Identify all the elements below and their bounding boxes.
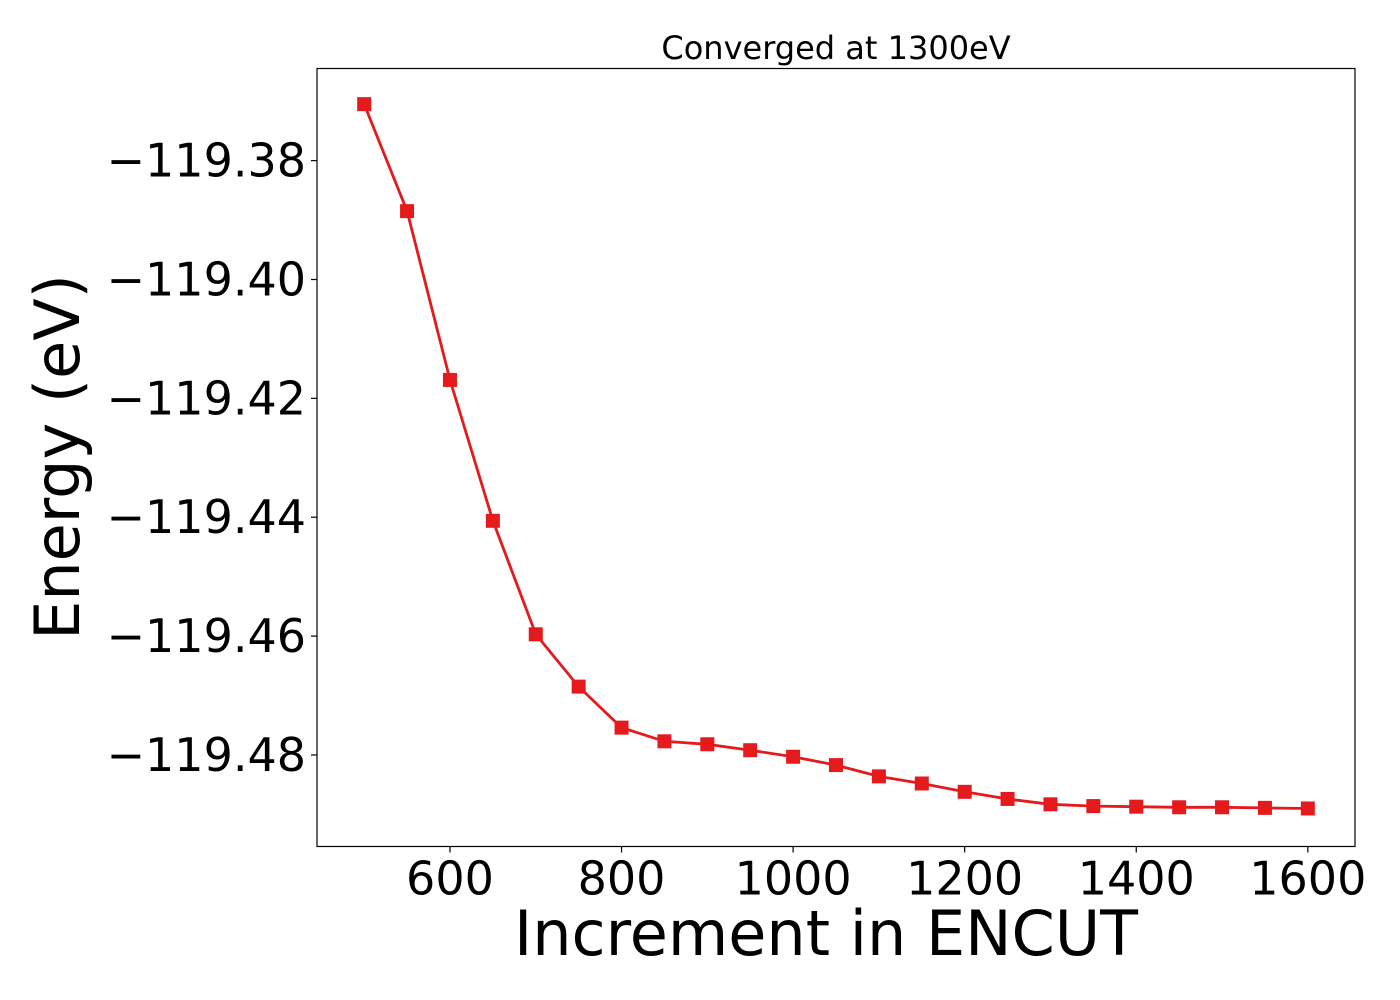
data-point (485, 513, 500, 528)
data-point (357, 97, 372, 112)
x-tick-label: 1200 (906, 852, 1023, 906)
data-point (786, 749, 801, 764)
data-point (1129, 799, 1144, 814)
data-point (1300, 801, 1315, 816)
series-layer (357, 97, 1315, 816)
y-tick-label: −119.48 (107, 728, 307, 782)
data-point (1000, 791, 1015, 806)
data-point (829, 758, 843, 773)
x-axis-label: Increment in ENCUT (514, 897, 1139, 970)
y-tick-label: −119.44 (107, 490, 307, 544)
data-point (400, 204, 415, 219)
data-point (1043, 797, 1058, 812)
data-point (614, 720, 629, 735)
chart-title: Converged at 1300eV (661, 29, 1010, 67)
x-tick-label: 1400 (1078, 852, 1195, 906)
data-point (871, 769, 886, 784)
y-tick-label: −119.42 (107, 371, 307, 425)
data-point (1215, 800, 1230, 815)
plot-area (316, 67, 1356, 848)
y-axis-label: Energy (eV) (21, 274, 94, 640)
y-tick-label: −119.38 (107, 134, 307, 188)
data-point (743, 743, 758, 758)
x-tick-label: 800 (578, 852, 666, 906)
data-point (1086, 799, 1101, 814)
data-point (700, 737, 715, 752)
x-tick-label: 1000 (735, 852, 852, 906)
x-tick-label: 600 (406, 852, 494, 906)
data-point (914, 776, 929, 791)
y-tick-label: −119.46 (107, 609, 307, 663)
data-point (1172, 800, 1187, 815)
y-tick-label: −119.40 (107, 252, 307, 306)
data-point (571, 679, 586, 694)
x-tick-label: 1600 (1249, 852, 1366, 906)
data-point (1257, 800, 1272, 815)
data-point (528, 627, 543, 642)
data-point (657, 734, 672, 749)
data-point (442, 372, 457, 387)
series-line (362, 103, 1308, 810)
y-axis: −119.38 −119.40 −119.42 −119.44 −119.46 −119.… (107, 134, 317, 782)
x-axis: 600 800 1000 1200 1400 1600 (406, 846, 1366, 906)
data-point (957, 784, 972, 799)
